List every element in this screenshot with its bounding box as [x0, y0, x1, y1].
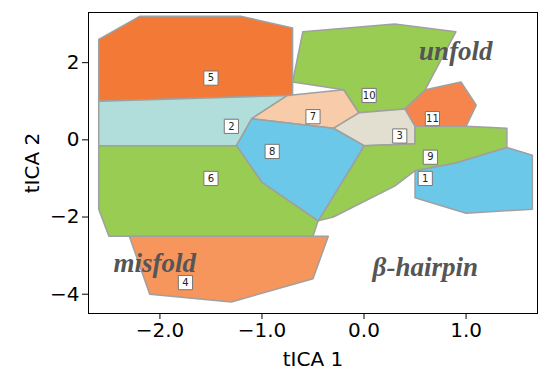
svg-text:misfold: misfold [114, 248, 197, 278]
svg-text:−4: −4 [50, 282, 79, 306]
svg-text:3: 3 [397, 130, 403, 141]
svg-text:10: 10 [363, 90, 376, 101]
svg-text:1: 1 [422, 173, 428, 184]
svg-text:β-hairpin: β-hairpin [372, 252, 478, 282]
svg-text:6: 6 [208, 173, 214, 184]
svg-text:0.0: 0.0 [348, 318, 380, 342]
svg-text:2: 2 [228, 121, 234, 132]
svg-text:9: 9 [427, 151, 433, 162]
svg-text:tICA 1: tICA 1 [283, 347, 343, 371]
svg-text:11: 11 [426, 113, 439, 124]
svg-text:7: 7 [310, 111, 316, 122]
svg-text:−1.0: −1.0 [238, 318, 287, 342]
svg-text:5: 5 [208, 72, 214, 83]
svg-text:1.0: 1.0 [450, 318, 482, 342]
svg-text:−2.0: −2.0 [136, 318, 185, 342]
svg-text:2: 2 [67, 50, 80, 74]
svg-text:8: 8 [269, 146, 275, 157]
svg-text:0: 0 [67, 127, 80, 151]
svg-text:tICA 2: tICA 2 [20, 133, 44, 193]
svg-text:4: 4 [182, 277, 188, 288]
svg-text:−2: −2 [50, 204, 79, 228]
svg-text:unfold: unfold [419, 36, 493, 66]
